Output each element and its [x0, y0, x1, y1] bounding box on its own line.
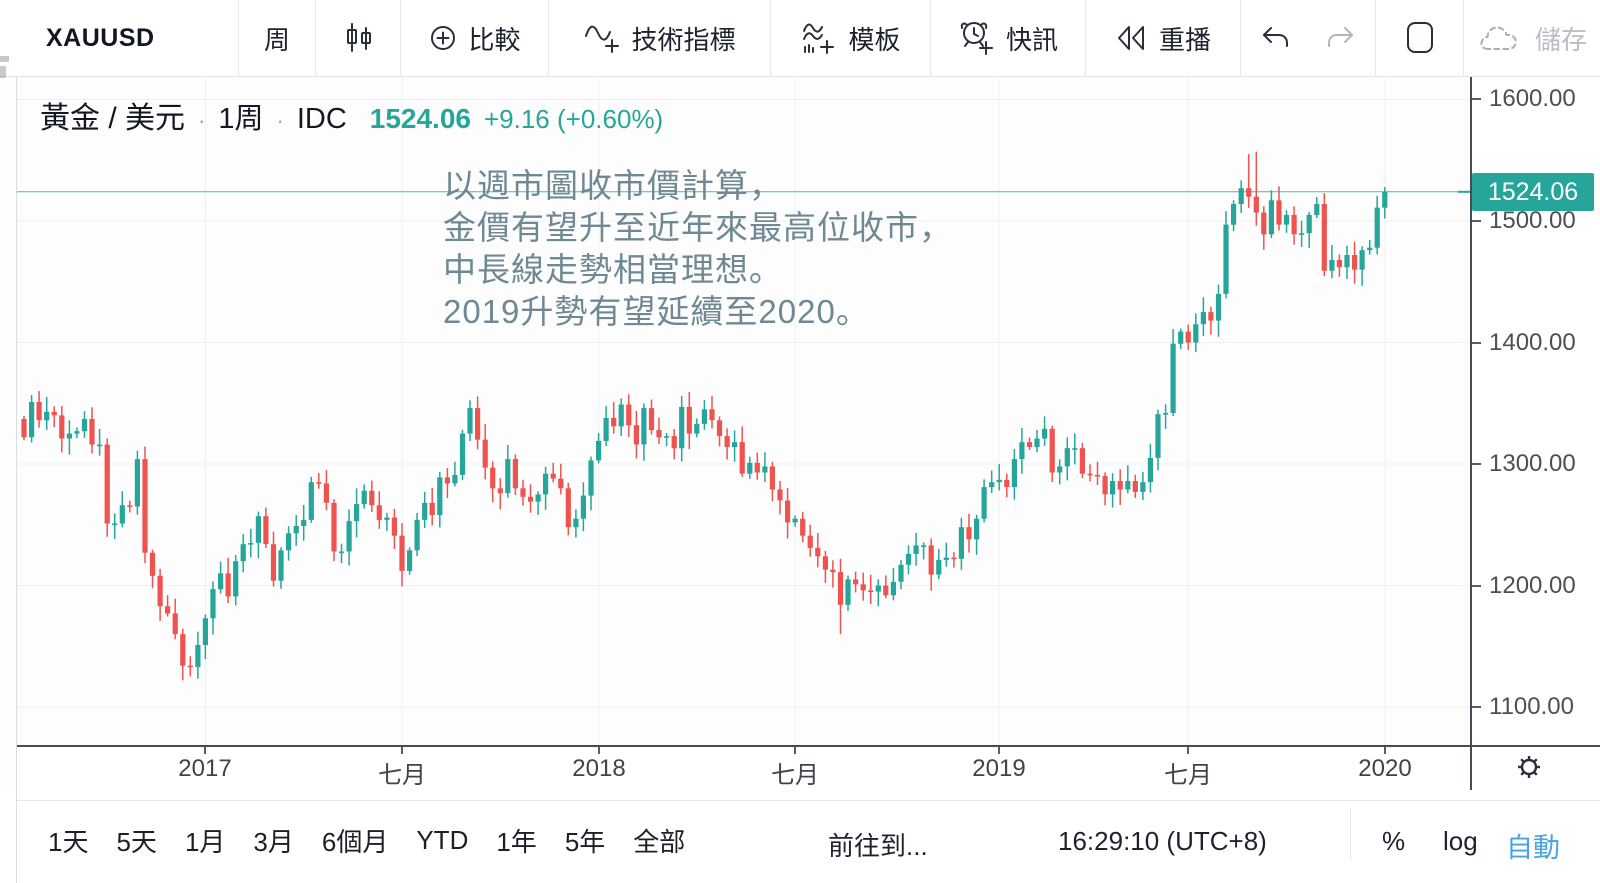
- time-axis-label: 2018: [572, 755, 626, 782]
- time-axis-label: 2020: [1358, 755, 1412, 782]
- range-6m[interactable]: 6個月: [321, 827, 389, 857]
- candlestick-icon: [347, 23, 371, 52]
- time-tick: [1384, 747, 1386, 754]
- time-tick: [598, 747, 600, 754]
- price-tick: [1472, 98, 1481, 100]
- price-axis-label: 1200.00: [1489, 572, 1576, 599]
- time-axis-label: 2019: [972, 755, 1026, 782]
- axis-settings-gear-icon[interactable]: [1512, 750, 1546, 784]
- save-button[interactable]: 儲存: [1463, 0, 1600, 76]
- clipped-icon-fragment: [0, 56, 9, 62]
- range-ytd[interactable]: YTD: [416, 825, 469, 855]
- symbol-exchange: IDC: [296, 103, 347, 135]
- indicators-label: 技術指標: [631, 24, 736, 55]
- annotation-line: 金價有望升至近年來最高位收市，: [443, 209, 953, 246]
- last-price-tag: 1524.06: [1472, 173, 1594, 211]
- bottom-divider: [1350, 808, 1351, 860]
- separator-dot: ·: [198, 108, 206, 133]
- interval-label: 周: [263, 24, 290, 55]
- clipped-icon-fragment: [0, 66, 6, 78]
- indicators-icon: [585, 25, 620, 53]
- symbol-title[interactable]: 黃金 / 美元: [40, 102, 186, 135]
- indicators-button[interactable]: 技術指標: [548, 0, 770, 76]
- cloud-save-icon: [1480, 26, 1517, 50]
- price-tick: [1472, 585, 1481, 587]
- percent-scale-button[interactable]: %: [1382, 826, 1406, 856]
- replay-button[interactable]: 重播: [1085, 0, 1240, 76]
- interval-button[interactable]: 周: [238, 0, 315, 76]
- range-5d[interactable]: 5天: [116, 827, 157, 857]
- time-axis-label: 七月: [1164, 762, 1212, 789]
- compare-plus-icon: [431, 26, 456, 50]
- time-axis-label: 2017: [178, 755, 232, 782]
- range-1y[interactable]: 1年: [496, 827, 537, 857]
- auto-scale-button[interactable]: 自動: [1506, 833, 1560, 863]
- chart-text-annotation[interactable]: 以週市圖收市價計算， 金價有望升至近年來最高位收市， 中長線走勢相當理想。 20…: [443, 165, 953, 333]
- range-1m[interactable]: 1月: [184, 827, 226, 857]
- replay-rewind-icon: [1117, 26, 1144, 50]
- symbol-button[interactable]: XAUUSD: [0, 0, 238, 76]
- undo-redo-group: [1240, 0, 1375, 76]
- templates-label: 模板: [848, 24, 901, 55]
- bottom-toolbar: 1天 5天 1月 3月 6個月 YTD 1年 5年 全部 前往到... 16:2…: [0, 790, 1600, 883]
- price-tick: [1472, 463, 1481, 465]
- range-3m[interactable]: 3月: [253, 827, 294, 857]
- symbol-label: XAUUSD: [46, 23, 155, 52]
- last-price: 1524.06: [369, 103, 471, 134]
- chart-type-button[interactable]: [315, 0, 400, 76]
- range-buttons: 1天 5天 1月 3月 6個月 YTD 1年 5年 全部: [48, 790, 685, 883]
- price-tick: [1472, 342, 1481, 344]
- price-axis-label: 1400.00: [1489, 329, 1576, 356]
- time-axis[interactable]: 2017 七月 2018 七月 2019 七月 2020: [17, 745, 1600, 790]
- symbol-interval[interactable]: 1周: [218, 103, 264, 135]
- compare-label: 比較: [468, 24, 521, 55]
- bottom-separator: [17, 800, 1600, 801]
- price-axis-label: 1500.00: [1489, 207, 1576, 234]
- log-scale-button[interactable]: log: [1443, 826, 1478, 856]
- price-tick: [1472, 706, 1481, 708]
- annotation-line: 2019升勢有望延續至2020。: [443, 293, 870, 330]
- fullscreen-button[interactable]: [1375, 0, 1463, 76]
- replay-label: 重播: [1158, 24, 1211, 55]
- templates-icon: [803, 23, 835, 54]
- price-axis[interactable]: 1600.00 1500.00 1400.00 1300.00 1200.00 1100.…: [1472, 77, 1600, 745]
- separator-dot: ·: [276, 108, 284, 133]
- goto-date-button[interactable]: 前往到...: [828, 831, 928, 861]
- alerts-label: 快訊: [1005, 24, 1058, 55]
- alert-clock-icon: [960, 22, 993, 55]
- annotation-line: 以週市圖收市價計算，: [443, 167, 783, 204]
- top-toolbar: XAUUSD 周 比較 技術指標: [0, 0, 1600, 77]
- price-change: +9.16 (+0.60%): [483, 104, 664, 134]
- time-tick: [401, 747, 403, 754]
- price-tick: [1472, 220, 1481, 222]
- price-axis-label: 1600.00: [1489, 85, 1576, 112]
- left-panel-edge: [16, 0, 17, 883]
- save-label: 儲存: [1534, 24, 1587, 55]
- range-5y[interactable]: 5年: [564, 827, 606, 857]
- time-axis-label: 七月: [378, 762, 426, 789]
- time-tick: [794, 747, 796, 754]
- time-axis-label: 七月: [771, 762, 819, 789]
- clock-utc[interactable]: 16:29:10 (UTC+8): [1058, 826, 1267, 856]
- time-tick: [998, 747, 1000, 754]
- price-axis-label: 1300.00: [1489, 450, 1576, 477]
- range-all[interactable]: 全部: [633, 827, 686, 857]
- alerts-button[interactable]: 快訊: [930, 0, 1085, 76]
- price-axis-border: [1470, 77, 1472, 790]
- undo-icon[interactable]: [1261, 25, 1291, 51]
- symbol-header: 黃金 / 美元 · 1周 · IDC 1524.06 +9.16 (+0.60%…: [40, 93, 663, 137]
- templates-button[interactable]: 模板: [770, 0, 930, 76]
- time-tick: [1187, 747, 1189, 754]
- time-tick: [204, 747, 206, 754]
- compare-button[interactable]: 比較: [400, 0, 548, 76]
- price-axis-label: 1100.00: [1489, 693, 1574, 720]
- redo-icon[interactable]: [1325, 25, 1355, 51]
- square-icon: [1406, 22, 1433, 53]
- annotation-line: 中長線走勢相當理想。: [443, 251, 783, 288]
- range-1d[interactable]: 1天: [48, 827, 89, 857]
